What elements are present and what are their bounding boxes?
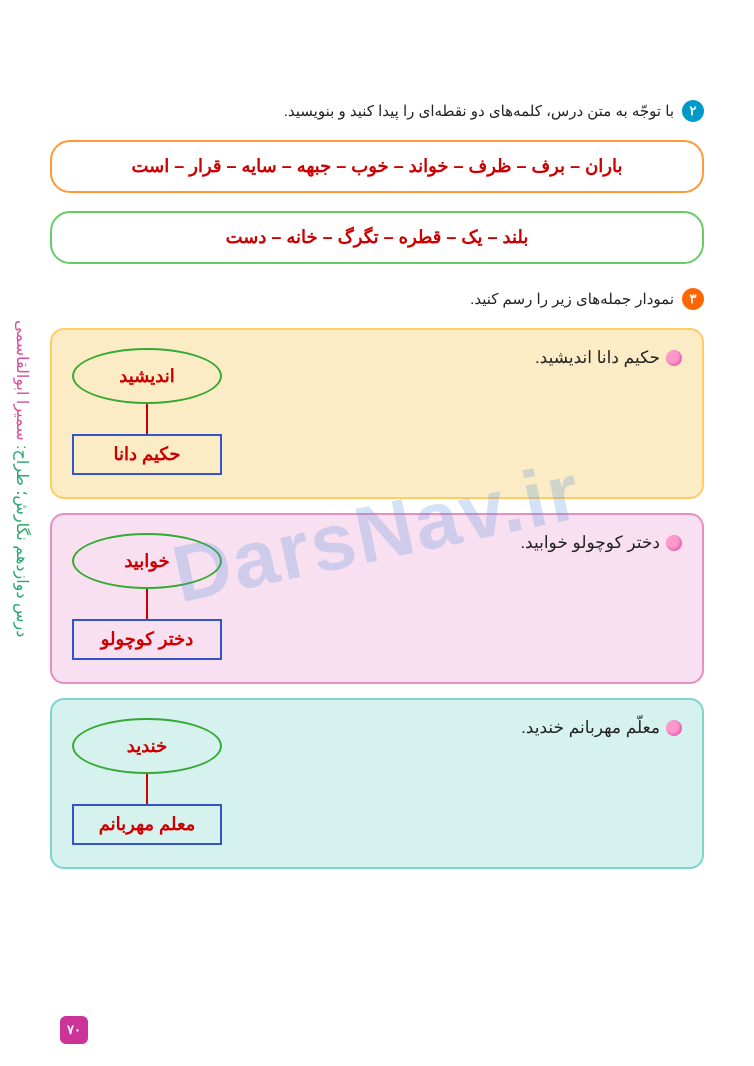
answer-box-2: بلند – یک – قطره – تگرگ – خانه – دست bbox=[50, 211, 704, 264]
subject-rect-1: حکیم دانا bbox=[72, 434, 222, 475]
diagram-panel-3: معلّم مهربانم خندید. خندید معلم مهربانم bbox=[50, 698, 704, 869]
page-number: ۷۰ bbox=[60, 1016, 88, 1044]
diagram-1: اندیشید حکیم دانا bbox=[72, 348, 222, 475]
side-credit-lesson: درس دوازدهم نگارش؛ طراح: bbox=[13, 445, 30, 637]
flower-icon bbox=[666, 535, 682, 551]
question-number-2: ۲ bbox=[682, 100, 704, 122]
flower-icon bbox=[666, 720, 682, 736]
question-text-2: با توجّه به متن درس، کلمه‌های دو نقطه‌ای… bbox=[284, 102, 674, 120]
connector-3 bbox=[146, 774, 148, 804]
question-2-header: ۲ با توجّه به متن درس، کلمه‌های دو نقطه‌… bbox=[50, 100, 704, 122]
subject-rect-2: دختر کوچولو bbox=[72, 619, 222, 660]
diagram-panel-1: حکیم دانا اندیشید. اندیشید حکیم دانا bbox=[50, 328, 704, 499]
sentence-text-2: دختر کوچولو خوابید. bbox=[520, 533, 660, 553]
sentence-1: حکیم دانا اندیشید. bbox=[535, 348, 682, 368]
side-credit-author: سمیرا ابوالقاسمی bbox=[13, 320, 30, 441]
sentence-text-3: معلّم مهربانم خندید. bbox=[521, 718, 660, 738]
sentence-2: دختر کوچولو خوابید. bbox=[520, 533, 682, 553]
question-3-header: ۳ نمودار جمله‌های زیر را رسم کنید. bbox=[50, 288, 704, 310]
connector-2 bbox=[146, 589, 148, 619]
verb-ellipse-2: خوابید bbox=[72, 533, 222, 589]
sentence-text-1: حکیم دانا اندیشید. bbox=[535, 348, 660, 368]
flower-icon bbox=[666, 350, 682, 366]
connector-1 bbox=[146, 404, 148, 434]
diagram-panel-2: دختر کوچولو خوابید. خوابید دختر کوچولو bbox=[50, 513, 704, 684]
verb-ellipse-3: خندید bbox=[72, 718, 222, 774]
verb-ellipse-1: اندیشید bbox=[72, 348, 222, 404]
subject-rect-3: معلم مهربانم bbox=[72, 804, 222, 845]
question-number-3: ۳ bbox=[682, 288, 704, 310]
side-credit: درس دوازدهم نگارش؛ طراح: سمیرا ابوالقاسم… bbox=[12, 320, 31, 637]
answer-box-1: باران – برف – ظرف – خواند – خوب – جبهه –… bbox=[50, 140, 704, 193]
question-text-3: نمودار جمله‌های زیر را رسم کنید. bbox=[470, 290, 674, 308]
sentence-3: معلّم مهربانم خندید. bbox=[521, 718, 682, 738]
diagram-3: خندید معلم مهربانم bbox=[72, 718, 222, 845]
diagram-2: خوابید دختر کوچولو bbox=[72, 533, 222, 660]
